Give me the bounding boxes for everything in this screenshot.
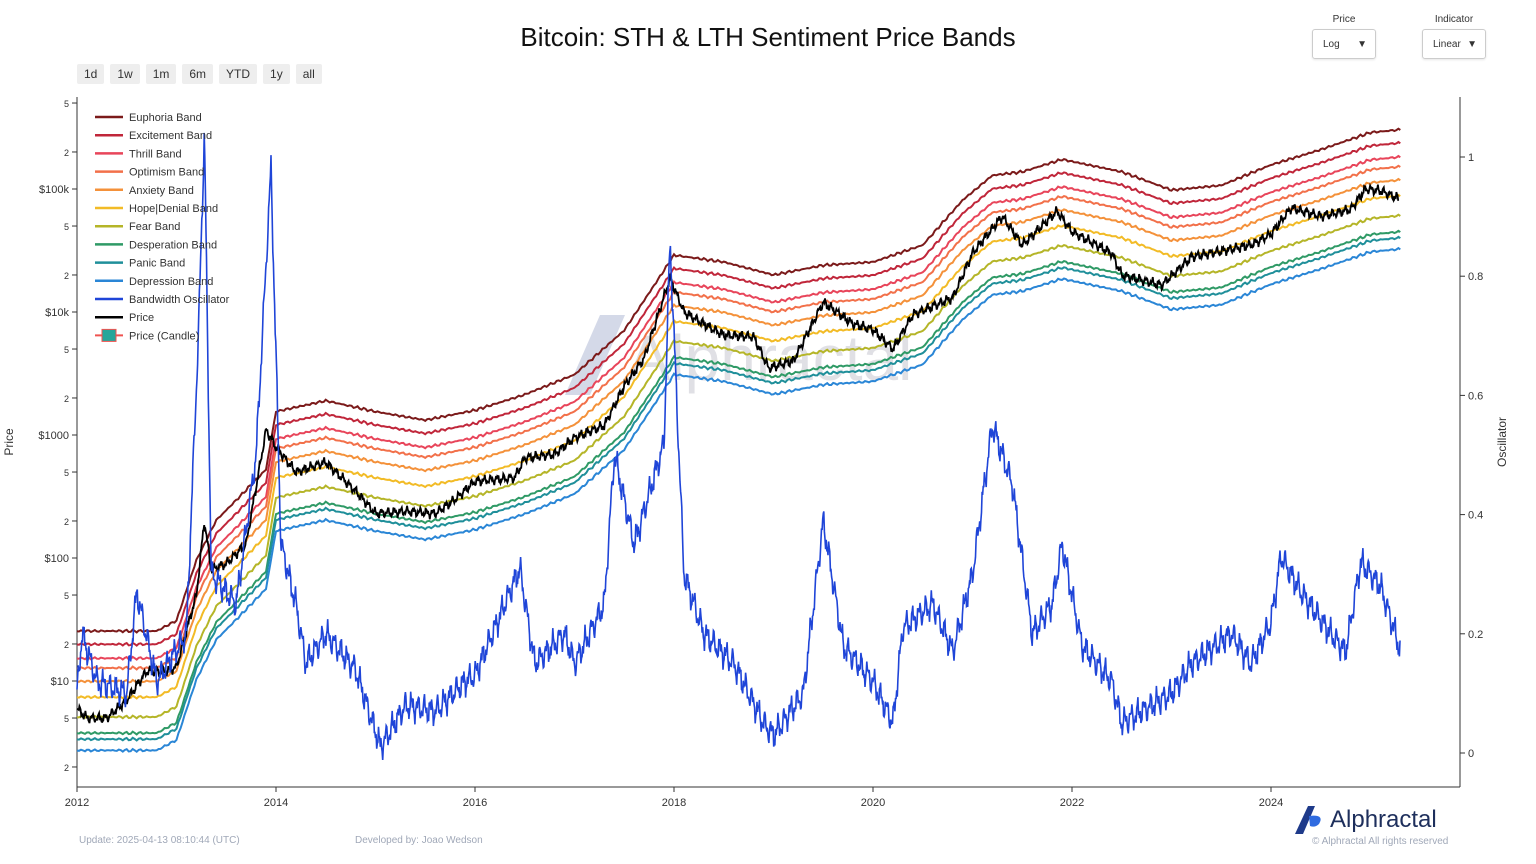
x-tick-label: 2014 [264, 797, 288, 809]
y2-tick-label: 0.4 [1468, 510, 1483, 522]
y-tick-label: $10 [51, 676, 69, 688]
legend-label[interactable]: Thrill Band [129, 148, 182, 160]
y-tick-label: 2 [64, 271, 69, 281]
y2-tick-label: 1 [1468, 152, 1474, 164]
dropdown-arrow-icon: ▼ [1467, 38, 1477, 50]
y-tick-label: $10k [45, 307, 69, 319]
alphractal-logo: Alphractal [1293, 804, 1437, 836]
band-line-panic-band [76, 235, 1401, 742]
x-tick-label: 2024 [1259, 797, 1283, 809]
y-tick-label: 5 [64, 222, 69, 232]
alphractal-logo-icon [1295, 806, 1321, 834]
range-1w-button[interactable]: 1w [110, 64, 140, 84]
x-tick-label: 2016 [463, 797, 487, 809]
legend-label[interactable]: Optimism Band [129, 167, 204, 179]
y2-axis-title: Oscillator [1495, 417, 1509, 467]
band-line-desperation-band [76, 229, 1401, 736]
rights-notice: © Alphractal All rights reserved [1312, 836, 1449, 847]
indicator-scale-label: Indicator [1434, 14, 1474, 25]
legend-label[interactable]: Price [129, 312, 154, 324]
range-1d-button[interactable]: 1d [77, 64, 105, 84]
price-scale-label: Price [1332, 14, 1356, 25]
y-tick-label: 5 [64, 591, 69, 601]
y-tick-label: 5 [64, 468, 69, 478]
y-tick-label: $100 [45, 553, 69, 565]
y-tick-label: 5 [64, 714, 69, 724]
indicator-scale-select[interactable]: Linear ▼ [1422, 29, 1486, 59]
price-line [76, 182, 1400, 724]
legend-label[interactable]: Excitement Band [129, 130, 212, 142]
legend-label[interactable]: Hope|Denial Band [129, 203, 218, 215]
legend-label[interactable]: Bandwidth Oscillator [129, 294, 230, 306]
oscillator-line [76, 132, 1401, 760]
price-scale-value: Log [1323, 38, 1340, 50]
legend-label[interactable]: Anxiety Band [129, 185, 194, 197]
y-tick-label: $100k [39, 184, 69, 196]
x-tick-label: 2012 [65, 797, 89, 809]
y2-tick-label: 0.8 [1468, 271, 1483, 283]
y-tick-label: 2 [64, 763, 69, 773]
band-line-fear-band [76, 213, 1401, 720]
range-all-button[interactable]: all [295, 64, 322, 84]
band-line-hope-denial-band [76, 193, 1401, 700]
x-tick-label: 2020 [861, 797, 885, 809]
indicator-scale-control: Indicator Linear ▼ [1422, 14, 1486, 59]
y-tick-label: 2 [64, 394, 69, 404]
band-line-thrill-band [76, 154, 1401, 661]
chart-title: Bitcoin: STH & LTH Sentiment Price Bands [520, 22, 1016, 52]
y-axis-title: Price [2, 428, 16, 456]
legend-label[interactable]: Depression Band [129, 276, 213, 288]
developer-credit: Developed by: Joao Wedson [355, 835, 483, 846]
y-tick-label: 5 [64, 345, 69, 355]
range-selector: 1d 1w 1m 6m YTD 1y all [77, 64, 322, 84]
range-1m-button[interactable]: 1m [145, 64, 177, 84]
y-tick-label: 2 [64, 148, 69, 158]
y-tick-label: 2 [64, 640, 69, 650]
price-scale-select[interactable]: Log ▼ [1312, 29, 1376, 59]
legend-label[interactable]: Desperation Band [129, 239, 217, 251]
legend-candle-icon [101, 328, 117, 342]
legend-label[interactable]: Panic Band [129, 258, 185, 270]
legend-label[interactable]: Price (Candle) [129, 330, 199, 342]
legend-label[interactable]: Fear Band [129, 221, 180, 233]
band-line-depression-band [76, 246, 1401, 753]
y2-tick-label: 0.6 [1468, 390, 1483, 402]
dropdown-arrow-icon: ▼ [1357, 38, 1367, 50]
x-tick-label: 2022 [1060, 797, 1084, 809]
update-timestamp: Update: 2025-04-13 08:10:44 (UTC) [79, 835, 240, 846]
range-ytd-button[interactable]: YTD [219, 64, 258, 84]
y-tick-label: 2 [64, 517, 69, 527]
y-tick-label: $1000 [38, 430, 69, 442]
range-6m-button[interactable]: 6m [182, 64, 214, 84]
price-scale-control: Price Log ▼ [1312, 14, 1376, 59]
range-1y-button[interactable]: 1y [263, 64, 290, 84]
y-tick-label: 5 [64, 99, 69, 109]
y2-tick-label: 0.2 [1468, 629, 1483, 641]
band-line-euphoria-band [76, 127, 1401, 634]
band-line-excitement-band [76, 140, 1401, 647]
y2-tick-label: 0 [1468, 748, 1474, 760]
indicator-scale-value: Linear [1433, 38, 1461, 50]
band-line-optimism-band [76, 164, 1401, 671]
legend-label[interactable]: Euphoria Band [129, 112, 202, 124]
band-line-anxiety-band [76, 177, 1401, 685]
brand-name: Alphractal [1330, 806, 1437, 833]
x-tick-label: 2018 [662, 797, 686, 809]
